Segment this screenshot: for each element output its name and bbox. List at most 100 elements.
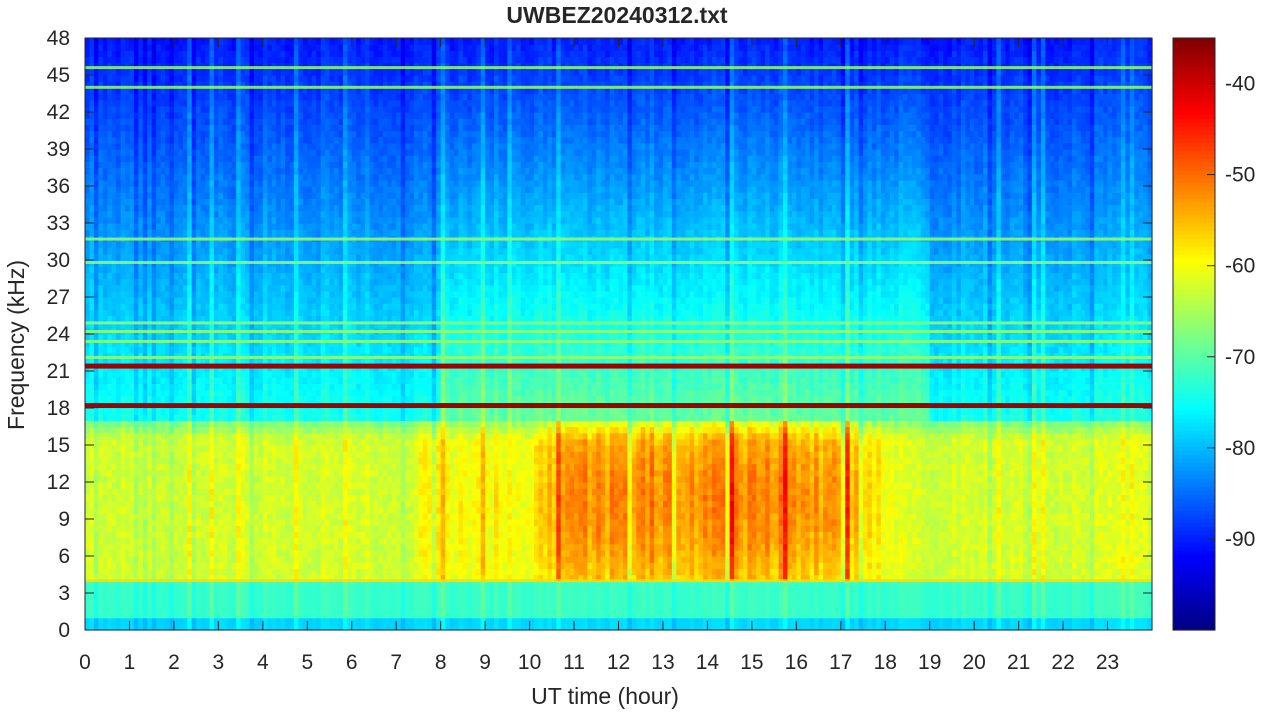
heatmap-cell [494,586,500,594]
heatmap-cell [240,549,246,557]
heatmap-cell [1054,519,1060,526]
heatmap-cell [929,580,935,588]
heatmap-cell [547,525,553,532]
heatmap-cell [867,593,873,600]
heatmap-cell [711,549,717,557]
heatmap-cell [1076,568,1082,576]
heatmap-cell [769,617,775,625]
heatmap-cell [413,500,420,508]
heatmap-cell [903,519,909,526]
heatmap-cell [551,586,557,594]
heatmap-cell [996,586,1002,594]
heatmap-cell [1063,549,1069,557]
heatmap-cell [827,593,833,600]
heatmap-cell [338,531,344,539]
heatmap-cell [1147,574,1153,582]
heatmap-cell [316,556,322,563]
heatmap-cell [298,568,304,576]
heatmap-cell [511,512,517,520]
heatmap-cell [525,512,531,520]
heatmap-cell [685,623,691,631]
heatmap-cell [858,605,864,613]
heatmap-cell [818,543,824,551]
heatmap-cell [880,574,886,582]
heatmap-cell [871,525,877,532]
heatmap-cell [507,543,513,551]
heatmap-cell [93,580,99,588]
heatmap-cell [520,500,526,508]
heatmap-cell [378,562,384,569]
heatmap-cell [489,623,495,631]
heatmap-cell [231,593,237,600]
heatmap-cell [245,586,251,594]
heatmap-cell [774,525,780,532]
heatmap-cell [831,593,837,600]
heatmap-cell [436,593,442,600]
heatmap-cell [556,500,562,508]
heatmap-cell [342,500,348,508]
heatmap-cell [431,580,437,588]
heatmap-cell [298,556,304,563]
heatmap-cell [365,586,371,594]
heatmap-cell [885,599,891,606]
heatmap-cell [769,500,775,508]
heatmap-cell [622,605,628,613]
heatmap-cell [253,580,259,588]
heatmap-cell [929,531,935,539]
heatmap-cell [1000,549,1006,557]
heatmap-cell [458,562,464,569]
heatmap-cell [218,593,224,600]
heatmap-cell [627,617,633,625]
heatmap-cell [125,562,131,569]
heatmap-cell [840,500,846,508]
heatmap-cell [1085,512,1091,520]
heatmap-cell [316,506,322,514]
heatmap-cell [156,611,162,619]
heatmap-cell [316,574,322,582]
heatmap-cell [943,605,949,613]
heatmap-cell [574,611,580,619]
heatmap-cell [991,562,997,569]
heatmap-cell [987,543,993,551]
heatmap-cell [605,574,611,582]
heatmap-cell [1009,525,1015,532]
heatmap-cell [867,556,873,563]
heatmap-cell [1018,525,1024,532]
heatmap-cell [293,500,299,508]
heatmap-cell [689,599,695,606]
heatmap-cell [778,605,784,613]
heatmap-cell [285,556,291,563]
heatmap-cell [854,562,860,569]
heatmap-cell [694,599,700,606]
heatmap-cell [1036,562,1042,569]
heatmap-cell [369,519,375,526]
heatmap-cell [965,574,971,582]
heatmap-cell [538,599,544,606]
heatmap-cell [729,586,735,594]
heatmap-cell [987,611,993,619]
heatmap-cell [556,519,562,526]
heatmap-cell [1116,617,1122,625]
heatmap-cell [489,617,495,625]
heatmap-cell [360,525,366,532]
heatmap-cell [720,623,726,631]
heatmap-cell [1045,580,1051,588]
heatmap-cell [969,617,975,625]
heatmap-cell [271,556,277,563]
heatmap-cell [529,623,535,631]
heatmap-cell [525,537,531,545]
heatmap-cell [969,611,975,619]
heatmap-cell [578,556,584,563]
heatmap-cell [471,574,477,582]
heatmap-cell [182,562,188,569]
heatmap-cell [489,568,495,576]
heatmap-cell [156,512,162,520]
heatmap-cell [520,568,526,576]
heatmap-cell [449,562,455,569]
heatmap-cell [854,531,860,539]
heatmap-cell [627,531,633,539]
heatmap-cell [574,568,580,576]
heatmap-cell [671,537,677,545]
heatmap-cell [209,525,215,532]
heatmap-cell [907,519,913,526]
